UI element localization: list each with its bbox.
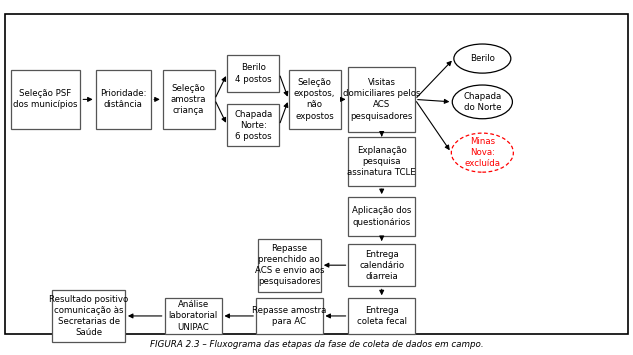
FancyBboxPatch shape	[348, 298, 415, 334]
Text: Minas
Nova:
excluída: Minas Nova: excluída	[465, 137, 500, 168]
FancyBboxPatch shape	[5, 14, 628, 334]
Text: Seleção
amostra
criança: Seleção amostra criança	[171, 84, 206, 115]
Ellipse shape	[452, 85, 513, 119]
Text: Resultado positivo
comunicação às
Secretarias de
Saúde: Resultado positivo comunicação às Secret…	[49, 295, 128, 337]
Ellipse shape	[454, 44, 511, 73]
Text: Seleção PSF
dos municípios: Seleção PSF dos municípios	[13, 89, 78, 109]
FancyBboxPatch shape	[348, 67, 415, 132]
Text: Repasse amostra
para AC: Repasse amostra para AC	[252, 306, 327, 326]
FancyBboxPatch shape	[348, 137, 415, 186]
Text: Berilo
4 postos: Berilo 4 postos	[235, 64, 272, 83]
FancyBboxPatch shape	[348, 197, 415, 236]
FancyBboxPatch shape	[53, 290, 125, 342]
Text: Chapada
do Norte: Chapada do Norte	[463, 92, 501, 112]
Text: Chapada
Norte:
6 postos: Chapada Norte: 6 postos	[234, 110, 272, 141]
Text: Berilo: Berilo	[470, 54, 495, 63]
Text: Análise
laboratorial
UNIPAC: Análise laboratorial UNIPAC	[168, 300, 218, 332]
FancyBboxPatch shape	[227, 55, 279, 92]
Text: FIGURA 2.3 – Fluxograma das etapas da fase de coleta de dados em campo.: FIGURA 2.3 – Fluxograma das etapas da fa…	[149, 340, 484, 349]
Text: Aplicação dos
questionários: Aplicação dos questionários	[352, 207, 411, 226]
FancyBboxPatch shape	[163, 70, 215, 129]
Text: Repasse
preenchido ao
ACS e envio aos
pesquisadores: Repasse preenchido ao ACS e envio aos pe…	[254, 244, 324, 286]
Text: Visitas
domiciliares pelos
ACS
pesquisadores: Visitas domiciliares pelos ACS pesquisad…	[343, 78, 420, 121]
FancyBboxPatch shape	[11, 70, 80, 129]
FancyBboxPatch shape	[227, 104, 279, 146]
FancyBboxPatch shape	[258, 239, 321, 292]
Text: Explanação
pesquisa
assinatura TCLE: Explanação pesquisa assinatura TCLE	[348, 146, 416, 177]
FancyBboxPatch shape	[348, 244, 415, 286]
FancyBboxPatch shape	[96, 70, 151, 129]
Ellipse shape	[451, 133, 513, 172]
FancyBboxPatch shape	[256, 298, 323, 334]
Text: Entrega
calendário
diarreia: Entrega calendário diarreia	[359, 250, 404, 281]
FancyBboxPatch shape	[289, 70, 341, 129]
Text: Seleção
expostos,
não
expostos: Seleção expostos, não expostos	[294, 78, 335, 121]
FancyBboxPatch shape	[165, 298, 222, 334]
Text: Prioridade:
distância: Prioridade: distância	[100, 89, 147, 109]
Text: Entrega
coleta fecal: Entrega coleta fecal	[357, 306, 406, 326]
